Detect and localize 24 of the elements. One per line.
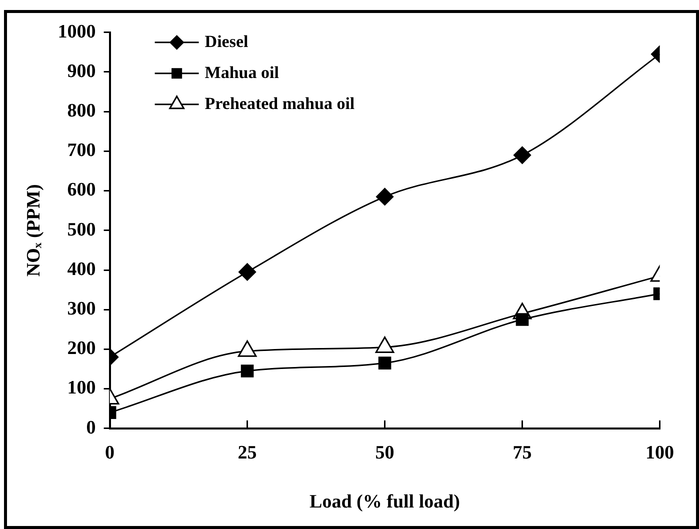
y-tick-label: 300 [67,298,96,320]
y-tick-label: 100 [67,378,96,399]
y-tick-label: 600 [67,180,96,201]
legend-label: Diesel [204,32,249,51]
y-tick-label: 800 [67,100,96,122]
y-tick-label: 0 [86,417,96,438]
y-axis-title: NOₓ (PPM) [23,184,44,277]
y-tick-label: 200 [67,338,96,360]
y-tick-label: 900 [67,60,96,82]
legend-label: Preheated mahua oil [204,94,355,113]
point [376,188,394,206]
y-tick-label: 500 [67,219,96,240]
x-axis-title: Load (% full load) [310,492,460,513]
x-tick-label: 75 [512,442,532,464]
y-tick-label: 400 [67,258,96,280]
y-tick-label: 700 [67,140,96,162]
x-tick-label: 25 [238,442,257,464]
point [378,356,392,370]
x-tick-label: 50 [375,442,394,464]
y-tick-label: 1000 [58,21,96,42]
point [238,263,256,281]
x-tick-label: 100 [646,442,674,464]
x-tick-label: 0 [105,442,115,464]
legend-label: Mahua oil [204,62,280,82]
